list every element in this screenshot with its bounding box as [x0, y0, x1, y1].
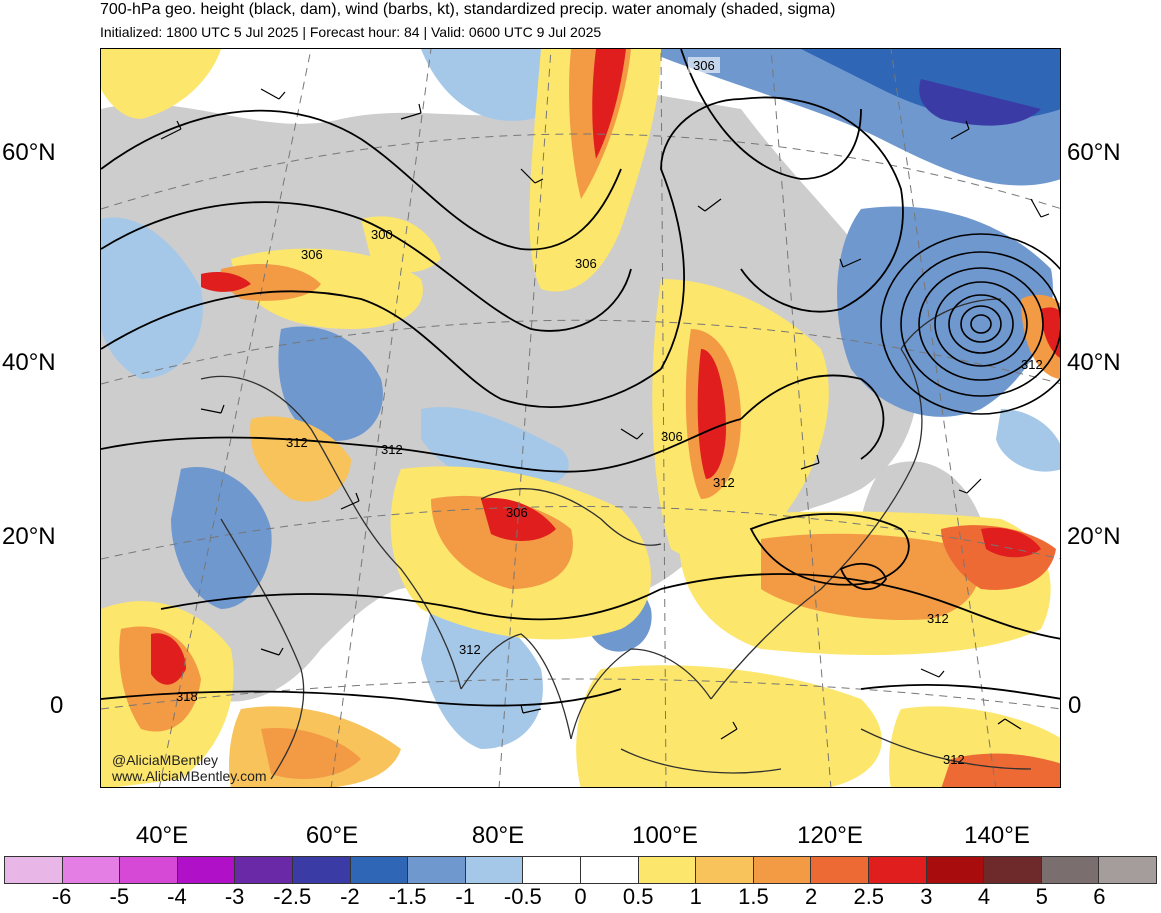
lat-label-right: 20°N — [1067, 523, 1121, 550]
colorbar-swatch — [62, 856, 121, 884]
lon-label: 60°E — [305, 822, 359, 849]
colorbar-tick-label: -2 — [340, 884, 360, 909]
lat-label-right: 40°N — [1067, 349, 1121, 376]
colorbar-swatch — [292, 856, 351, 884]
lon-label: 80°E — [471, 822, 525, 849]
contour-label: 306 — [575, 256, 597, 271]
colorbar — [4, 856, 1157, 884]
credit-url: www.AliciaMBentley.com — [112, 768, 267, 784]
contour-label: 312 — [927, 611, 949, 626]
contour-label: 312 — [943, 752, 965, 767]
contour-label: 306 — [693, 58, 715, 73]
colorbar-swatch — [696, 856, 754, 884]
colorbar-swatch — [868, 856, 927, 884]
colorbar-tick-label: 6 — [1093, 884, 1106, 909]
lat-label-left: 20°N — [2, 523, 56, 550]
colorbar-swatch — [984, 856, 1042, 884]
lon-label: 120°E — [797, 822, 863, 849]
credit-block: @AliciaMBentley www.AliciaMBentley.com — [112, 752, 267, 784]
colorbar-tick-label: -1 — [455, 884, 475, 909]
colorbar-swatch — [638, 856, 697, 884]
map-canvas: 306 300 306 306 312 312 306 312 306 312 … — [101, 49, 1060, 787]
chart-subtitle: Initialized: 1800 UTC 5 Jul 2025 | Forec… — [100, 24, 602, 40]
colorbar-tick-label: -6 — [51, 884, 72, 909]
wind-barbs — [160, 88, 1050, 740]
colorbar-tick-label: 2.5 — [853, 884, 885, 909]
colorbar-tick-label: -3 — [224, 884, 245, 909]
colorbar-tick-label: 0 — [574, 884, 587, 909]
contour-label: 312 — [1021, 357, 1043, 372]
colorbar-tick-label: -2.5 — [273, 884, 312, 909]
colorbar-swatch — [350, 856, 409, 884]
contour-label: 312 — [381, 442, 403, 457]
colorbar-tick-label: 1.5 — [738, 884, 769, 909]
contour-label: 306 — [661, 429, 683, 444]
colorbar-swatch — [926, 856, 985, 884]
colorbar-tick-label: -0.5 — [503, 884, 542, 909]
colorbar-swatch — [408, 856, 466, 884]
contour-labels: 306 300 306 306 312 312 306 312 306 312 … — [176, 57, 1043, 767]
colorbar-swatch — [235, 856, 293, 884]
lon-label: 40°E — [135, 822, 189, 849]
colorbar-swatch — [120, 856, 178, 884]
colorbar-swatch — [4, 856, 63, 884]
colorbar-swatch — [811, 856, 869, 884]
colorbar-tick-label: 0.5 — [622, 884, 654, 909]
contour-label: 312 — [286, 435, 308, 450]
colorbar-swatch — [523, 856, 581, 884]
lon-label: 140°E — [964, 822, 1030, 849]
credit-handle: @AliciaMBentley — [112, 752, 219, 768]
lat-label-left: 0 — [50, 692, 64, 719]
height-contours — [101, 49, 1060, 707]
lat-label-right: 60°N — [1067, 139, 1121, 166]
colorbar-swatch — [465, 856, 524, 884]
colorbar-swatch — [580, 856, 639, 884]
contour-label: 306 — [506, 505, 528, 520]
colorbar-swatch — [753, 856, 812, 884]
coastlines — [200, 298, 1032, 780]
lat-label-right: 0 — [1068, 692, 1082, 719]
colorbar-tick-label: 1 — [689, 884, 702, 909]
colorbar-tick-label: 4 — [977, 884, 991, 909]
colorbar-tick-label: -5 — [109, 884, 130, 909]
lon-label: 100°E — [632, 822, 698, 849]
contour-label: 306 — [301, 247, 323, 262]
forecast-map: 306 300 306 306 312 312 306 312 306 312 … — [100, 48, 1061, 788]
colorbar-tick-label: 2 — [804, 884, 818, 909]
colorbar-swatch — [1041, 856, 1100, 884]
chart-title: 700-hPa geo. height (black, dam), wind (… — [100, 1, 836, 18]
contour-label: 300 — [371, 227, 393, 242]
cyclone-contours — [880, 233, 1060, 415]
contour-label: 318 — [176, 689, 198, 704]
colorbar-tick-label: 5 — [1035, 884, 1048, 909]
contour-label: 312 — [713, 475, 735, 490]
colorbar-tick-label: -1.5 — [388, 884, 427, 909]
contour-label: 312 — [459, 642, 481, 657]
lat-label-left: 40°N — [2, 349, 56, 376]
colorbar-tick-label: -4 — [167, 884, 187, 909]
colorbar-swatch — [177, 856, 236, 884]
lat-label-left: 60°N — [2, 139, 56, 166]
colorbar-tick-label: 3 — [920, 884, 933, 909]
colorbar-swatch — [1099, 856, 1157, 884]
